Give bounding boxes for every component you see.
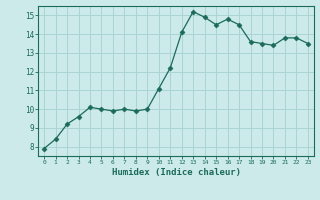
X-axis label: Humidex (Indice chaleur): Humidex (Indice chaleur)	[111, 168, 241, 177]
